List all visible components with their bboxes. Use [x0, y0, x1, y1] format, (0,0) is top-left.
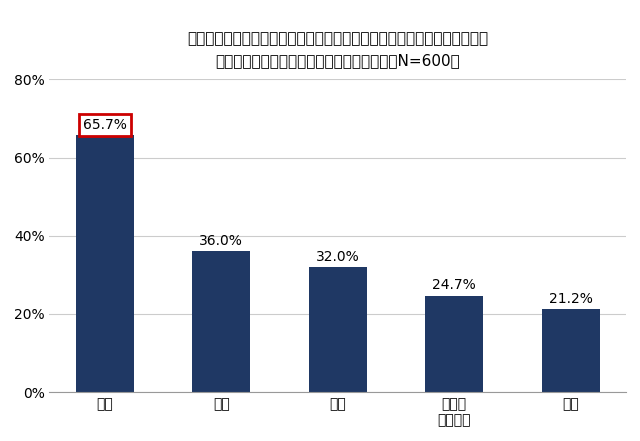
- Text: 21.2%: 21.2%: [549, 292, 593, 306]
- Bar: [425, 295, 483, 392]
- Text: 24.7%: 24.7%: [433, 278, 476, 292]
- Text: 65.7%: 65.7%: [83, 118, 127, 132]
- Text: 65.7%: 65.7%: [83, 118, 127, 132]
- Bar: [541, 309, 600, 392]
- Text: 36.0%: 36.0%: [200, 234, 243, 248]
- Bar: [308, 267, 367, 392]
- Bar: [76, 135, 134, 392]
- Text: 32.0%: 32.0%: [316, 250, 360, 264]
- Bar: [192, 251, 250, 392]
- Title: 今後、もしあなたがストーカー行為の被害に遭った（遭いそうになった）
としたら、誰に相談しますか　（複数回答、N=600）: 今後、もしあなたがストーカー行為の被害に遭った（遭いそうになった） としたら、誰…: [188, 31, 488, 68]
